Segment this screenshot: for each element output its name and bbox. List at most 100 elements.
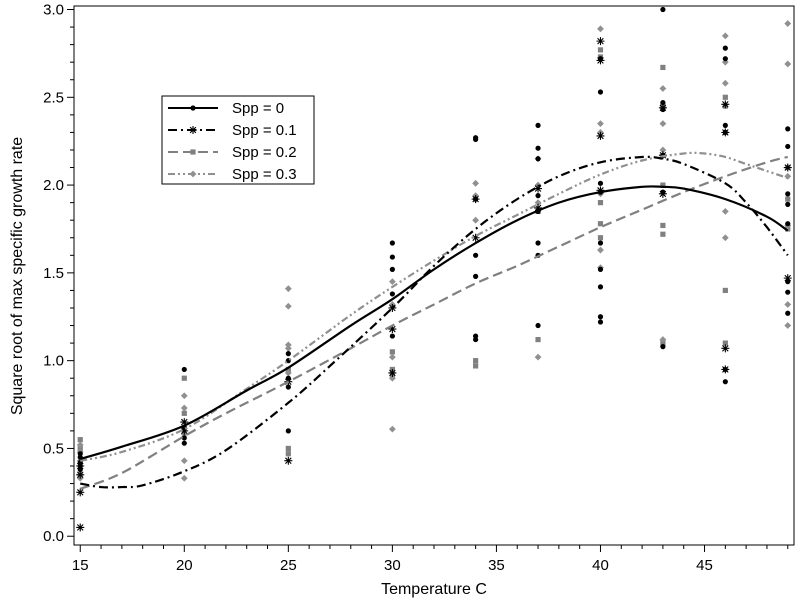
data-point: [785, 221, 791, 227]
data-point: [722, 340, 728, 346]
data-point: [597, 120, 604, 128]
data-point: [473, 252, 479, 258]
data-point: [180, 404, 188, 412]
data-point: [784, 20, 792, 27]
curve-spp-0-3: [80, 151, 789, 462]
data-point: [471, 233, 480, 242]
data-point: [388, 325, 397, 334]
data-point: [285, 445, 291, 452]
x-tick-label: 35: [488, 557, 505, 574]
data-point: [659, 146, 667, 154]
data-point: [181, 410, 187, 416]
data-point: [597, 89, 604, 95]
data-point: [721, 79, 729, 87]
data-point: [534, 353, 542, 361]
data-point: [473, 358, 479, 364]
data-point: [597, 200, 604, 206]
data-point: [660, 6, 666, 13]
data-point: [722, 287, 728, 294]
y-tick-label: 3.0: [43, 2, 64, 19]
y-tick-label: 1.5: [43, 265, 64, 282]
data-point: [597, 47, 604, 53]
data-point: [388, 425, 396, 433]
data-point: [783, 274, 792, 283]
data-point: [284, 341, 292, 349]
data-point: [389, 254, 395, 260]
data-point: [473, 136, 479, 143]
data-point: [181, 435, 187, 441]
legend: Spp = 0 Spp = 0.1 Spp = 0.2 Spp = 0.3: [161, 95, 315, 185]
data-point: [721, 100, 730, 109]
data-point: [721, 365, 730, 374]
y-tick-label: 0.5: [43, 440, 64, 457]
data-point: [722, 122, 728, 128]
data-point: [535, 240, 541, 246]
data-point: [389, 240, 395, 246]
data-point: [722, 94, 728, 100]
data-point: [388, 368, 397, 377]
legend-entry: Spp = 0.2: [168, 144, 297, 161]
data-point: [596, 186, 605, 195]
data-point: [597, 266, 604, 272]
legend-label: Spp = 0.3: [232, 166, 297, 183]
data-point: [535, 145, 541, 151]
y-axis-label: Square root of max specific growth rate: [9, 137, 26, 415]
data-point: [76, 523, 85, 532]
data-point: [785, 196, 791, 202]
data-point: [473, 273, 479, 279]
data-point: [785, 289, 791, 295]
data-point: [597, 25, 604, 33]
data-point: [180, 457, 188, 465]
data-point: [473, 336, 479, 343]
legend-marker: [189, 126, 197, 134]
data-point: [659, 85, 667, 92]
data-point: [535, 322, 541, 329]
data-point: [785, 226, 791, 232]
legend-box: [161, 95, 315, 185]
data-point: [284, 285, 292, 293]
x-tick-label: 25: [280, 557, 297, 574]
legend-entry: Spp = 0: [168, 100, 284, 117]
data-point: [785, 126, 791, 132]
data-point: [76, 488, 85, 497]
data-point: [660, 99, 666, 106]
data-point: [180, 426, 189, 435]
data-point: [659, 336, 667, 343]
y-tick-label: 2.5: [43, 89, 64, 106]
data-point: [596, 37, 605, 46]
data-point: [784, 60, 792, 68]
data-point: [388, 353, 396, 361]
legend-marker: [190, 105, 196, 111]
curve-spp-0-1: [80, 155, 789, 489]
data-point: [597, 284, 604, 290]
data-point: [473, 363, 479, 369]
data-point: [180, 392, 188, 400]
data-point: [597, 314, 604, 320]
data-point: [284, 302, 292, 310]
data-point: [597, 235, 604, 241]
data-point: [722, 56, 728, 62]
data-point: [785, 201, 791, 207]
data-point: [285, 384, 291, 390]
data-point: [535, 156, 541, 162]
data-point: [597, 240, 604, 246]
data-point: [181, 375, 187, 381]
data-point: [660, 64, 666, 71]
legend-label: Spp = 0: [232, 100, 284, 117]
data-point: [472, 216, 480, 224]
data-point: [660, 344, 666, 350]
legend-marker: [190, 149, 196, 155]
data-point: [180, 474, 188, 482]
data-point: [721, 344, 730, 353]
data-point: [535, 336, 541, 343]
data-point: [660, 182, 666, 188]
data-point: [785, 143, 791, 150]
data-point: [785, 191, 791, 197]
plot-frame: [73, 5, 795, 546]
data-point: [535, 193, 541, 199]
legend-label: Spp = 0.1: [232, 122, 297, 139]
data-point: [721, 32, 729, 40]
data-point: [659, 120, 667, 128]
data-point: [722, 45, 728, 51]
